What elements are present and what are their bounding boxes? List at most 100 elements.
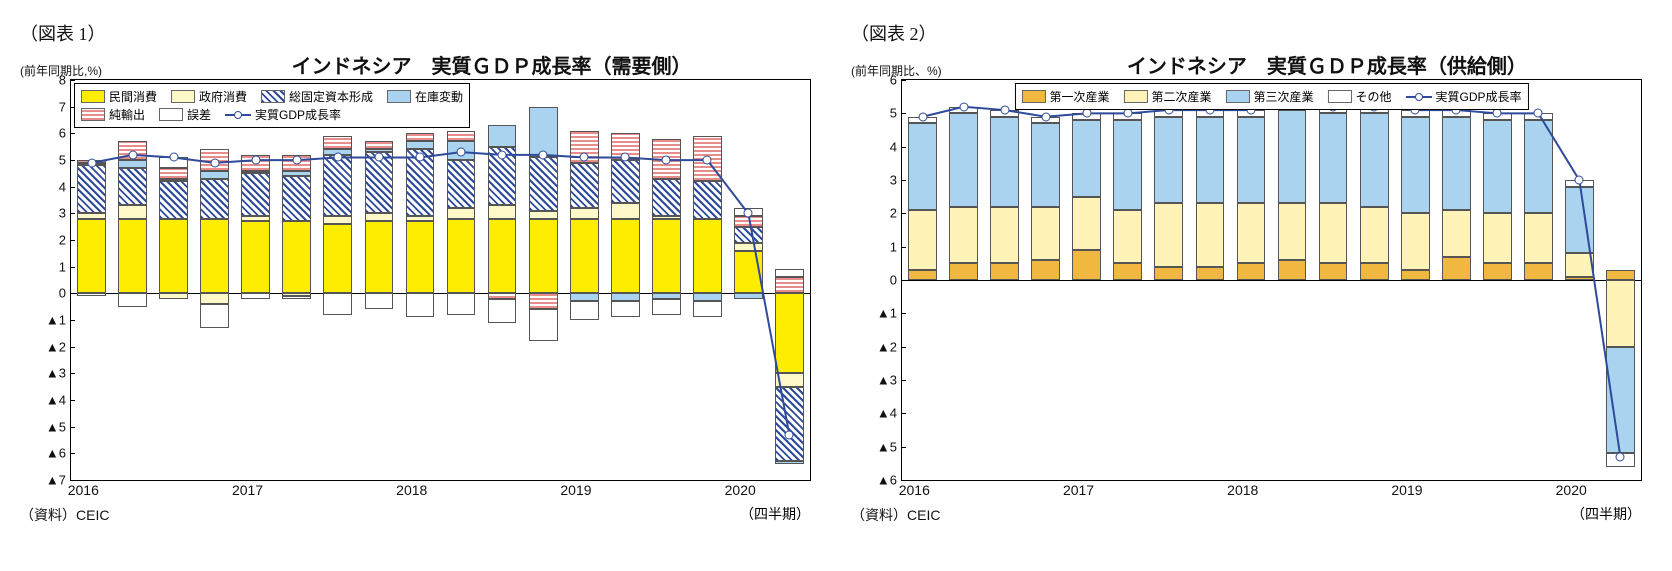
chart2-legend: 第一次産業第二次産業第三次産業その他実質GDP成長率 (1014, 83, 1528, 110)
y-tick: 5 (26, 153, 66, 168)
x-tick: 2018 (396, 482, 427, 498)
y-tick: ▲3 (26, 366, 66, 381)
y-tick: ▲5 (857, 439, 897, 454)
y-tick: 7 (26, 99, 66, 114)
chart2-yaxis: ▲6▲5▲4▲3▲2▲10123456 (857, 80, 897, 480)
y-tick: ▲3 (857, 373, 897, 388)
x-tick: 2016 (68, 482, 99, 498)
line-marker (292, 156, 301, 165)
line-marker (1000, 106, 1009, 115)
legend-item: 実質GDP成長率 (225, 106, 341, 123)
legend-item: 在庫変動 (387, 88, 463, 105)
x-tick: 2017 (232, 482, 263, 498)
x-tick: 2020 (1556, 482, 1587, 498)
y-tick: 0 (857, 273, 897, 288)
legend-item: 誤差 (159, 106, 211, 123)
line-marker (1123, 109, 1132, 118)
line-marker (539, 150, 548, 159)
figure-label-2: （図表 2） (851, 20, 1652, 46)
y-tick: 4 (857, 139, 897, 154)
line-marker (1041, 112, 1050, 121)
x-tick: 2018 (1227, 482, 1258, 498)
line-marker (918, 112, 927, 121)
line-marker (1534, 109, 1543, 118)
chart2-plot: 第一次産業第二次産業第三次産業その他実質GDP成長率 ▲6▲5▲4▲3▲2▲10… (901, 79, 1642, 481)
line-marker (251, 156, 260, 165)
chart2-header: (前年同期比、%) インドネシア 実質ＧＤＰ成長率（供給側） (851, 50, 1652, 79)
line-marker (87, 158, 96, 167)
line-marker (1575, 176, 1584, 185)
x-tick: 2020 (725, 482, 756, 498)
y-tick: 3 (857, 173, 897, 188)
line-marker (785, 430, 794, 439)
y-tick: 6 (26, 126, 66, 141)
y-tick: ▲6 (857, 473, 897, 488)
x-tick: 2017 (1063, 482, 1094, 498)
y-tick: ▲1 (26, 313, 66, 328)
x-tick: 2016 (899, 482, 930, 498)
chart2-line (902, 80, 1641, 481)
legend-item: 総固定資本形成 (261, 88, 373, 105)
line-marker (621, 153, 630, 162)
legend-item: 第三次産業 (1225, 88, 1313, 105)
chart1-header: (前年同期比,%) インドネシア 実質ＧＤＰ成長率（需要側） (20, 50, 821, 79)
y-tick: ▲5 (26, 419, 66, 434)
chart1-quarter-label: （四半期） (740, 504, 810, 524)
x-tick: 2019 (560, 482, 591, 498)
y-tick: ▲1 (857, 306, 897, 321)
line-marker (703, 156, 712, 165)
chart2-quarter-label: （四半期） (1571, 504, 1641, 524)
chart2-source: （資料）CEIC (851, 505, 1652, 525)
x-tick: 2019 (1391, 482, 1422, 498)
chart1-plot: 民間消費政府消費総固定資本形成在庫変動純輸出誤差実質GDP成長率 ▲7▲6▲5▲… (70, 79, 811, 481)
line-marker (457, 148, 466, 157)
chart2-xaxis: 2016 2017 2018 2019 2020 (902, 482, 1641, 502)
chart1-line (71, 80, 810, 481)
chart1-title: インドネシア 実質ＧＤＰ成長率（需要側） (162, 50, 821, 79)
legend-item: その他 (1328, 88, 1392, 105)
chart2-title: インドネシア 実質ＧＤＰ成長率（供給側） (1002, 50, 1652, 79)
y-tick: 1 (857, 239, 897, 254)
line-marker (333, 153, 342, 162)
legend-item: 第二次産業 (1123, 88, 1211, 105)
y-tick: 5 (857, 106, 897, 121)
y-tick: 8 (26, 73, 66, 88)
chart1-legend: 民間消費政府消費総固定資本形成在庫変動純輸出誤差実質GDP成長率 (74, 83, 470, 128)
y-tick: ▲6 (26, 446, 66, 461)
y-tick: ▲7 (26, 473, 66, 488)
chart1-xaxis: 2016 2017 2018 2019 2020 (71, 482, 810, 502)
line-marker (128, 150, 137, 159)
legend-item: 実質GDP成長率 (1406, 88, 1522, 105)
legend-item: 民間消費 (81, 88, 157, 105)
line-marker (1616, 452, 1625, 461)
y-tick: ▲4 (857, 406, 897, 421)
line-marker (1493, 109, 1502, 118)
y-tick: ▲2 (857, 339, 897, 354)
y-tick: ▲4 (26, 393, 66, 408)
line-marker (415, 153, 424, 162)
y-tick: 2 (26, 233, 66, 248)
chart1-wrapper: （図表 1） (前年同期比,%) インドネシア 実質ＧＤＰ成長率（需要側） 民間… (20, 20, 821, 525)
legend-item: 政府消費 (171, 88, 247, 105)
chart2-wrapper: （図表 2） (前年同期比、%) インドネシア 実質ＧＤＰ成長率（供給側） 第一… (851, 20, 1652, 525)
line-marker (580, 153, 589, 162)
line-marker (744, 209, 753, 218)
charts-container: （図表 1） (前年同期比,%) インドネシア 実質ＧＤＰ成長率（需要側） 民間… (20, 20, 1652, 525)
line-marker (959, 102, 968, 111)
y-tick: 1 (26, 259, 66, 274)
figure-label-1: （図表 1） (20, 20, 821, 46)
line-marker (498, 150, 507, 159)
line-marker (210, 158, 219, 167)
chart1-yaxis: ▲7▲6▲5▲4▲3▲2▲1012345678 (26, 80, 66, 480)
line-marker (662, 156, 671, 165)
y-tick: 6 (857, 73, 897, 88)
legend-item: 純輸出 (81, 106, 145, 123)
y-tick: 4 (26, 179, 66, 194)
y-tick: 0 (26, 286, 66, 301)
legend-item: 第一次産業 (1021, 88, 1109, 105)
line-marker (374, 153, 383, 162)
chart1-source: （資料）CEIC (20, 505, 821, 525)
y-tick: 2 (857, 206, 897, 221)
line-marker (1082, 109, 1091, 118)
y-tick: 3 (26, 206, 66, 221)
